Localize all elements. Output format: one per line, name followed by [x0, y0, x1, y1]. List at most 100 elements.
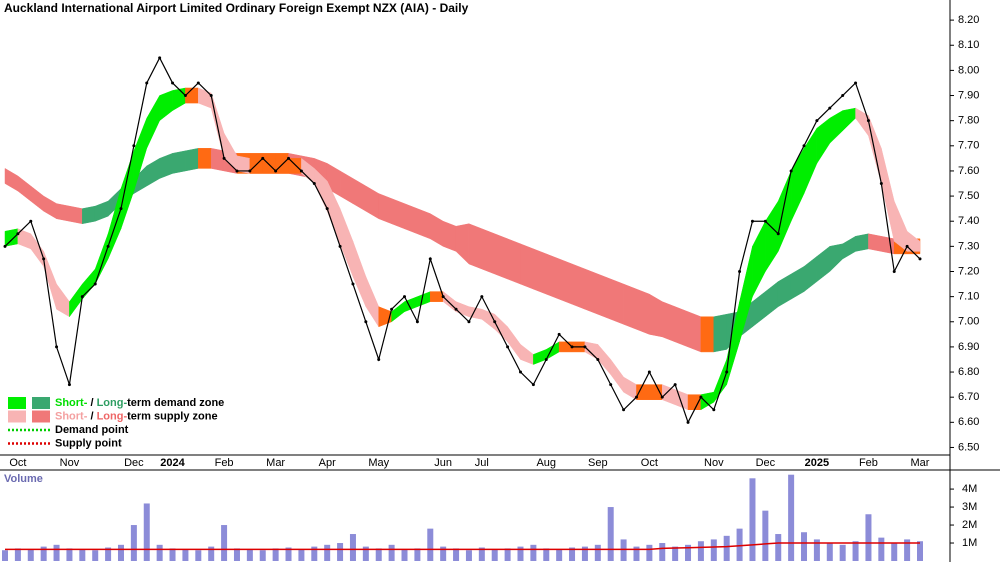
x-tick-label: Feb [215, 457, 234, 469]
x-tick-label: Mar [266, 457, 285, 469]
volume-bar [53, 544, 60, 561]
y-tick-label: 7.30 [958, 240, 979, 252]
price-point [531, 383, 535, 387]
price-point [609, 383, 613, 387]
volume-bar [195, 550, 202, 561]
legend-text: term supply zone [127, 410, 217, 422]
y-tick-label: 2M [962, 519, 977, 531]
volume-bar [465, 550, 472, 561]
price-point [209, 94, 213, 98]
price-point [583, 345, 587, 349]
volume-bar [788, 474, 795, 561]
zone-segment [855, 233, 869, 252]
price-point [699, 395, 703, 399]
legend-label: Short- / Long-term demand zone [55, 397, 224, 409]
zone-segment [481, 228, 495, 275]
x-tick-label: 2025 [805, 457, 829, 469]
y-tick-label: 6.60 [958, 416, 979, 428]
volume-average [5, 542, 920, 551]
price-point [673, 383, 677, 387]
zone-segment [82, 205, 96, 225]
volume-bar [543, 548, 550, 561]
y-tick-label: 7.60 [958, 165, 979, 177]
price-line [4, 56, 921, 424]
volume-bar [117, 544, 124, 561]
price-point [261, 156, 265, 160]
volume-title: Volume [4, 473, 43, 485]
legend-text: Short- [55, 410, 88, 422]
volume-bar [130, 525, 137, 561]
y-tick-label: 8.10 [958, 39, 979, 51]
price-point [815, 119, 819, 123]
x-tick-label: Feb [859, 457, 878, 469]
zone-segment [520, 243, 534, 290]
price-point [428, 257, 432, 261]
price-point [686, 420, 690, 424]
volume-bar [169, 548, 176, 561]
volume-bar [414, 548, 421, 561]
price-point [55, 345, 59, 349]
volume-bar [659, 543, 666, 561]
price-point [828, 106, 832, 110]
volume-bar [2, 550, 8, 561]
x-tick-label: Jun [434, 457, 452, 469]
x-tick-label: Oct [9, 457, 26, 469]
zone-segment [172, 150, 186, 174]
price-point [171, 81, 175, 85]
price-point [506, 345, 510, 349]
zone-segment [507, 238, 521, 285]
volume-bar [311, 546, 318, 561]
legend-text: Long- [97, 397, 128, 409]
price-point [351, 282, 355, 286]
volume-bar [298, 549, 305, 561]
price-point [42, 257, 46, 261]
price-point [480, 295, 484, 299]
zone-segment [868, 233, 882, 252]
price-point [274, 169, 278, 173]
volume-bar [594, 544, 601, 561]
price-point [145, 81, 149, 85]
price-point [119, 207, 123, 211]
price-point [622, 408, 626, 412]
price-point [738, 269, 742, 273]
price-point [712, 408, 716, 412]
y-tick-label: 7.80 [958, 115, 979, 127]
price-point [454, 307, 458, 311]
price-point [518, 370, 522, 374]
price-point [866, 119, 870, 123]
volume-bar [375, 548, 382, 561]
volume-bar [581, 546, 588, 561]
volume-bar [685, 544, 692, 561]
price-point [918, 257, 922, 261]
volume-bar [775, 534, 782, 561]
price-point [16, 232, 20, 236]
x-tick-label: Apr [319, 457, 336, 469]
zone-segment [713, 313, 727, 353]
volume-bar [762, 510, 769, 561]
volume-bar [79, 549, 86, 561]
price-point [287, 156, 291, 160]
price-point [841, 94, 845, 98]
volume-bar [813, 539, 820, 561]
volume-bar [917, 541, 923, 561]
price-point [750, 219, 754, 223]
volume-bar [891, 543, 898, 561]
volume-bar [221, 525, 228, 561]
zone-segment [430, 291, 444, 302]
zone-segment [687, 311, 702, 353]
price-point [596, 357, 600, 361]
zone-segment [378, 193, 392, 225]
volume-bar [697, 541, 704, 561]
price-point [802, 144, 806, 148]
x-tick-label: 2024 [160, 457, 185, 469]
legend-text: / [87, 397, 96, 409]
volume-bar [324, 544, 331, 561]
volume-bar [504, 548, 511, 561]
zone-segment [597, 273, 611, 320]
volume-bar [272, 548, 279, 561]
volume-bar [749, 478, 756, 561]
zone-segment [558, 258, 573, 305]
zone-segment [198, 148, 212, 169]
